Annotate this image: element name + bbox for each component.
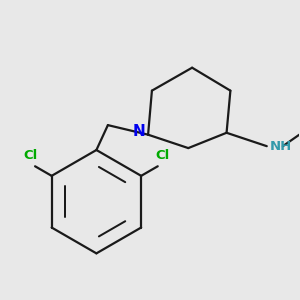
Text: NH: NH bbox=[270, 140, 292, 153]
Text: Cl: Cl bbox=[155, 149, 169, 162]
Text: N: N bbox=[132, 124, 145, 139]
Text: Cl: Cl bbox=[23, 149, 38, 162]
